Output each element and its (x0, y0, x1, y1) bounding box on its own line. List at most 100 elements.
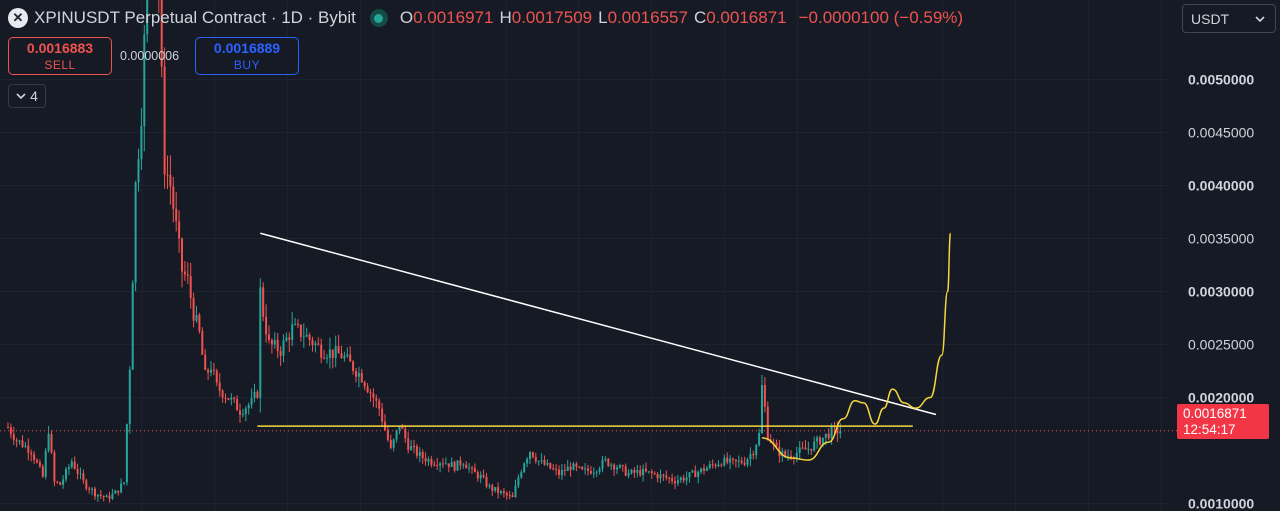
candle-body (24, 445, 27, 447)
candle-body (540, 459, 543, 462)
candle-body (430, 459, 433, 465)
candle-body (96, 494, 99, 497)
candle-body (810, 448, 813, 451)
candle-body (241, 414, 244, 416)
candle-body (439, 463, 442, 466)
candle-body (172, 186, 175, 209)
candle-body (720, 464, 723, 466)
candle-body (621, 465, 624, 467)
high-value: 0.0017509 (511, 8, 593, 27)
descending-trendline (260, 232, 937, 416)
candle-body (642, 468, 645, 476)
candle-body (404, 428, 407, 439)
candle-body (505, 492, 508, 496)
candle-body (192, 297, 195, 321)
candle-body (230, 397, 233, 400)
candle-body (415, 446, 418, 456)
chart-header: ✕ XPINUSDT Perpetual Contract · 1D · Byb… (8, 6, 963, 30)
candle-body (381, 408, 384, 422)
candle-body (186, 274, 189, 277)
candle-body (244, 408, 247, 415)
candle-body (755, 445, 758, 456)
indicators-toggle-button[interactable]: 4 (8, 84, 46, 108)
candle-body (740, 460, 743, 464)
price-axis-tick-label: 0.0010000 (1188, 496, 1254, 511)
candle-body (340, 353, 343, 359)
candle-body (305, 334, 308, 337)
candle-body (560, 469, 563, 476)
last-price-value: 0.0016871 (1183, 405, 1247, 421)
last-price-tag: 0.0016871 12:54:17 (1177, 404, 1269, 439)
candle-body (207, 369, 210, 373)
candle-body (363, 382, 366, 387)
candle-body (183, 271, 186, 275)
sell-price: 0.0016883 (26, 40, 94, 56)
high-label: H (499, 8, 512, 27)
candle-body (694, 470, 697, 478)
candle-body (259, 287, 262, 398)
candle-body (616, 467, 618, 470)
candle-body (563, 469, 566, 472)
candle-body (816, 437, 819, 442)
candle-body (630, 469, 633, 474)
candle-body (418, 452, 421, 456)
candle-body (639, 470, 642, 476)
candle-body (787, 455, 790, 457)
candle-body (320, 344, 323, 358)
candle-body (691, 470, 694, 473)
candle-body (27, 445, 30, 453)
candle-body (476, 472, 479, 479)
bar-countdown: 12:54:17 (1183, 421, 1236, 437)
candle-body (549, 462, 552, 469)
candle-body (592, 472, 595, 474)
candle-body (204, 354, 207, 370)
candle-body (175, 208, 178, 222)
candle-body (82, 473, 85, 481)
candle-body (357, 372, 360, 377)
candle-body (389, 440, 392, 448)
currency-select[interactable]: USDT (1182, 4, 1276, 33)
candle-body (247, 404, 250, 409)
chart-drawings[interactable] (0, 232, 1177, 461)
candle-body (497, 487, 500, 493)
candle-body (723, 457, 726, 466)
candle-body (645, 468, 647, 472)
candle-body (349, 354, 352, 362)
candle-body (433, 464, 436, 466)
candle-body (239, 410, 241, 415)
price-axis[interactable]: 0.0050000 0.0045000 0.0040000 0.0035000 0.00… (1188, 72, 1254, 511)
candle-body (140, 126, 143, 160)
candle-body (839, 431, 842, 434)
candle-body (59, 482, 62, 485)
buy-button[interactable]: 0.0016889 BUY (195, 37, 299, 75)
candle-body (520, 472, 523, 478)
candle-body (758, 433, 761, 446)
candle-body (627, 473, 630, 476)
candle-body (134, 182, 137, 283)
candle-body (268, 334, 270, 340)
candle-body (18, 440, 21, 442)
candle-body (552, 468, 555, 470)
open-value: 0.0016971 (413, 8, 494, 27)
candle-body (578, 466, 581, 468)
candle-body (73, 461, 76, 469)
candle-body (30, 452, 33, 455)
candle-body (355, 370, 357, 377)
candle-body (587, 468, 589, 471)
candle-body (346, 354, 349, 357)
sell-button[interactable]: 0.0016883 SELL (8, 37, 112, 75)
candle-body (102, 495, 105, 498)
candle-body (746, 459, 749, 465)
candle-body (62, 479, 65, 485)
candle-body (447, 463, 450, 468)
candlestick-series (7, 0, 842, 503)
candle-body (111, 493, 114, 499)
candle-body (584, 468, 587, 470)
candle-body (67, 467, 70, 470)
candle-body (685, 477, 688, 481)
projected-price-path (842, 232, 952, 425)
candle-body (50, 433, 53, 453)
symbol-title[interactable]: XPINUSDT Perpetual Contract · 1D · Bybit (34, 8, 356, 27)
candle-body (650, 471, 653, 474)
